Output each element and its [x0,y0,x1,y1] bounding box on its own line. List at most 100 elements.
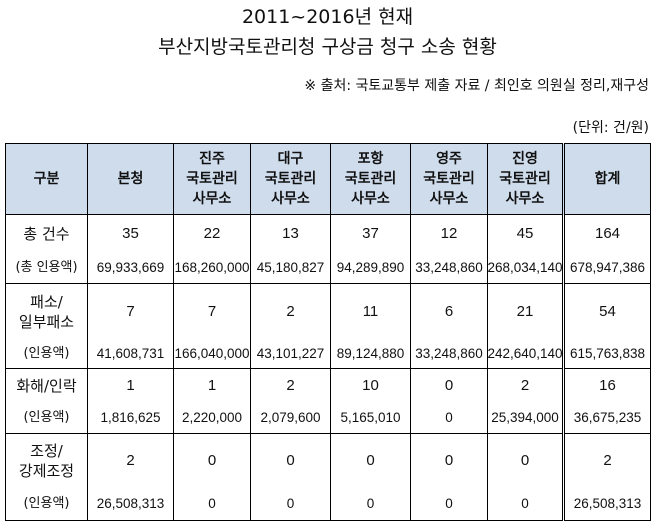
column-header-line: 영주 [436,151,462,167]
value-cell: 7 166,040,000 [173,283,251,369]
column-header: 진영 국토관리 사무소 [487,143,564,215]
column-header-line: 포항 [357,151,384,167]
lawsuit-status-table: 구분 본청 진주 국토관리 사무소 대구 국토관리 사무소 포항 국토관리 사무소 영주 국토관리 사무소… [5,143,651,521]
case-count: 2 [520,377,530,394]
row-sub-label: (인용액) [23,346,70,361]
case-count: 164 [594,225,621,242]
awarded-amount: 25,394,000 [491,410,559,425]
case-count: 2 [286,377,295,394]
column-header-line: 국토관리 [186,171,238,187]
awarded-amount: 94,289,890 [336,260,405,275]
value-cell: 164 678,947,386 [562,214,651,284]
value-cell: 7 41,608,731 [87,283,174,369]
case-count: 10 [362,377,379,394]
column-header: 구분 [5,143,88,215]
awarded-amount: 89,124,880 [336,346,405,361]
row-sub-label: (인용액) [23,410,70,425]
awarded-amount: 0 [445,410,453,425]
awarded-amount: 26,508,313 [96,496,165,511]
case-count: 0 [207,452,217,469]
row-label: 강제조정 [18,462,75,480]
value-cell: 2 26,508,313 [87,433,174,521]
case-count: 0 [444,377,454,394]
column-header: 진주 국토관리 사무소 [173,143,251,215]
case-count: 12 [440,225,458,242]
source-note: ※ 출처: 국토교통부 제출 자료 / 최인호 의원실 정리,재구성 [304,78,649,94]
column-header-line: 본청 [117,171,144,187]
case-count: 0 [444,452,454,469]
column-header-line: 진주 [199,151,225,167]
case-count: 11 [362,303,379,320]
value-cell: 2 25,394,000 [487,368,564,434]
value-cell: 11 89,124,880 [330,283,411,369]
column-header-line: 대구 [277,151,304,167]
awarded-amount: 0 [286,496,295,511]
case-count: 7 [126,303,135,320]
awarded-amount: 45,180,827 [256,260,325,275]
case-count: 45 [516,225,534,242]
case-count: 21 [516,303,534,320]
case-count: 0 [286,452,295,469]
awarded-amount: 5,165,010 [340,410,401,425]
case-count: 0 [366,452,375,469]
row-label-cell: 화해/인락 (인용액) [5,368,88,434]
case-count: 6 [444,303,454,320]
awarded-amount: 168,260,000 [174,260,250,275]
case-count: 2 [286,303,295,320]
value-cell: 22 168,260,000 [173,214,251,284]
title-line-1: 2011~2016년 현재 [241,6,414,28]
unit-note: (단위: 건/원) [572,120,649,136]
column-header-line: 사무소 [505,191,545,207]
awarded-amount: 36,675,235 [573,410,642,425]
value-cell: 1 1,816,625 [87,368,174,434]
row-label-cell: 조정/강제조정 (인용액) [5,433,88,521]
case-count: 2 [126,452,135,469]
awarded-amount: 166,040,000 [174,346,250,361]
column-header: 본청 [87,143,174,215]
case-count: 1 [126,377,135,394]
column-header-line: 사무소 [351,191,390,207]
value-cell: 45 268,034,140 [487,214,564,284]
value-cell: 35 69,933,669 [87,214,174,284]
column-header-line: 사무소 [271,191,310,207]
row-label: 조정/ [30,442,63,460]
table-row: 화해/인락 (인용액) 1 1,816,625 1 2,220,000 2 2,079,600… [5,368,651,434]
case-count: 35 [122,225,139,242]
case-count: 1 [207,377,217,394]
row-label-cell: 패소/일부패소 (인용액) [5,283,88,369]
value-cell: 16 36,675,235 [562,368,651,434]
row-sub-label: (총 인용액) [15,260,78,275]
value-cell: 2 43,101,227 [250,283,331,369]
value-cell: 2 26,508,313 [562,433,651,521]
row-label: 일부패소 [18,313,75,331]
awarded-amount: 43,101,227 [256,346,325,361]
case-count: 54 [599,303,616,320]
table-row: 조정/강제조정 (인용액) 2 26,508,313 0 0 0 0 0 0 0 0 0 0 2 26,508… [5,433,651,521]
awarded-amount: 678,947,386 [569,260,646,275]
column-header: 영주 국토관리 사무소 [410,143,488,215]
awarded-amount: 26,508,313 [573,496,642,511]
row-label-cell: 총 건수 (총 인용액) [5,214,88,284]
value-cell: 1 2,220,000 [173,368,251,434]
column-header-line: 합계 [594,171,621,187]
column-header-line: 국토관리 [344,171,397,187]
awarded-amount: 33,248,860 [415,346,483,361]
row-label: 화해/인락 [16,377,77,395]
awarded-amount: 615,763,838 [569,346,646,361]
value-cell: 12 33,248,860 [410,214,488,284]
case-count: 13 [282,225,299,242]
awarded-amount: 33,248,860 [415,260,483,275]
table-row: 총 건수 (총 인용액) 35 69,933,669 22 168,260,000 13 45… [5,214,651,284]
awarded-amount: 268,034,140 [487,260,563,275]
awarded-amount: 69,933,669 [96,260,165,275]
awarded-amount: 0 [208,496,216,511]
value-cell: 37 94,289,890 [330,214,411,284]
column-header-line: 사무소 [429,191,469,207]
header-row: 구분 본청 진주 국토관리 사무소 대구 국토관리 사무소 포항 국토관리 사무소 영주 국토관리 사무소… [5,143,651,215]
table-row: 패소/일부패소 (인용액) 7 41,608,731 7 166,040,000 2 43,1… [5,283,651,369]
case-count: 16 [599,377,616,394]
